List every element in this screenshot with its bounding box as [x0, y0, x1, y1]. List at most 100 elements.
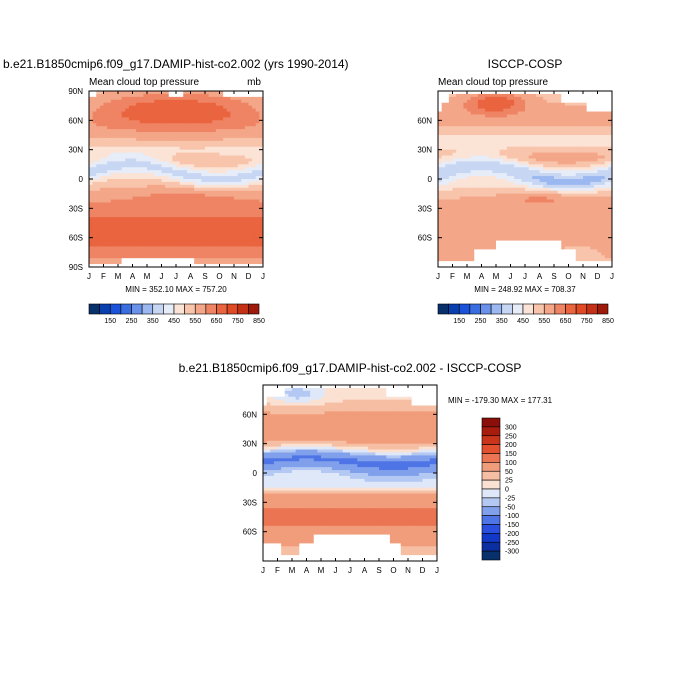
- heatmap-cell: [252, 237, 257, 241]
- heatmap-cell: [147, 108, 152, 112]
- heatmap-cell: [107, 102, 112, 107]
- heatmap-cell: [557, 164, 562, 168]
- heatmap-cell: [121, 123, 126, 127]
- heatmap-cell: [492, 184, 497, 189]
- heatmap-cell: [244, 249, 249, 253]
- heatmap-cell: [255, 199, 260, 203]
- heatmap-cell: [99, 252, 104, 256]
- heatmap-cell: [510, 193, 515, 197]
- heatmap-cell: [154, 161, 159, 165]
- heatmap-cell: [252, 234, 257, 239]
- heatmap-cell: [241, 261, 246, 265]
- heatmap-cell: [147, 190, 152, 195]
- heatmap-cell: [597, 211, 602, 215]
- heatmap-cell: [161, 152, 166, 156]
- heatmap-cell: [110, 120, 115, 124]
- heatmap-cell: [467, 149, 472, 153]
- heatmap-cell: [107, 155, 112, 159]
- heatmap-cell: [561, 205, 566, 209]
- heatmap-cell: [604, 96, 609, 101]
- heatmap-cell: [230, 176, 235, 180]
- heatmap-cell: [223, 126, 228, 130]
- heatmap-cell: [223, 237, 228, 241]
- heatmap-cell: [597, 105, 602, 109]
- heatmap-cell: [147, 261, 152, 265]
- heatmap-cell: [161, 91, 166, 95]
- heatmap-cell: [539, 158, 544, 162]
- heatmap-cell: [219, 208, 224, 212]
- heatmap-cell: [514, 196, 519, 200]
- heatmap-cell: [456, 199, 461, 203]
- heatmap-cell: [488, 129, 493, 133]
- heatmap-cell: [244, 208, 249, 212]
- heatmap-cell: [503, 208, 508, 212]
- heatmap-cell: [485, 117, 490, 121]
- heatmap-cell: [165, 170, 170, 174]
- heatmap-cell: [125, 126, 130, 130]
- heatmap-cell: [485, 211, 490, 215]
- heatmap-cell: [467, 187, 472, 192]
- heatmap-cell: [579, 190, 584, 195]
- heatmap-cell: [459, 202, 464, 206]
- heatmap-cell: [525, 196, 530, 200]
- heatmap-cell: [503, 96, 508, 101]
- heatmap-cell: [136, 123, 141, 127]
- heatmap-cell: [496, 146, 501, 151]
- heatmap-cell: [139, 170, 144, 174]
- heatmap-cell: [459, 123, 464, 127]
- heatmap-cell: [190, 249, 195, 253]
- heatmap-cell: [121, 264, 126, 268]
- heatmap-cell: [467, 173, 472, 177]
- heatmap-cell: [172, 123, 177, 127]
- heatmap-cell: [608, 105, 613, 109]
- heatmap-cell: [459, 96, 464, 101]
- heatmap-cell: [467, 135, 472, 139]
- heatmap-cell: [212, 223, 217, 227]
- heatmap-cell: [197, 140, 202, 145]
- heatmap-cell: [186, 205, 191, 209]
- heatmap-cell: [190, 223, 195, 227]
- heatmap-cell: [248, 231, 253, 236]
- heatmap-cell: [161, 105, 166, 109]
- heatmap-cell: [103, 184, 108, 189]
- heatmap-cell: [506, 176, 511, 180]
- heatmap-cell: [572, 114, 577, 118]
- heatmap-cell: [259, 161, 264, 165]
- heatmap-cell: [503, 184, 508, 189]
- heatmap-cell: [176, 246, 181, 250]
- heatmap-cell: [194, 126, 199, 130]
- heatmap-cell: [212, 146, 217, 151]
- heatmap-cell: [179, 190, 184, 195]
- heatmap-cell: [208, 132, 213, 136]
- heatmap-cell: [226, 170, 231, 174]
- heatmap-cell: [205, 137, 210, 142]
- heatmap-cell: [557, 111, 562, 115]
- heatmap-cell: [477, 126, 482, 130]
- heatmap-cell: [481, 199, 486, 203]
- heatmap-cell: [183, 261, 188, 265]
- heatmap-cell: [467, 199, 472, 203]
- heatmap-cell: [223, 190, 228, 195]
- heatmap-cell: [208, 243, 213, 247]
- heatmap-cell: [118, 164, 123, 168]
- heatmap-cell: [150, 264, 155, 268]
- heatmap-cell: [186, 152, 191, 156]
- heatmap-cell: [528, 137, 533, 142]
- heatmap-cell: [241, 146, 246, 151]
- heatmap-cell: [241, 152, 246, 156]
- heatmap-cell: [114, 220, 119, 224]
- heatmap-cell: [568, 161, 573, 165]
- heatmap-cell: [205, 91, 210, 95]
- heatmap-cell: [237, 167, 242, 171]
- heatmap-cell: [535, 120, 540, 124]
- heatmap-cell: [601, 179, 606, 183]
- heatmap-cell: [532, 132, 537, 136]
- heatmap-cell: [485, 132, 490, 136]
- heatmap-cell: [488, 152, 493, 156]
- heatmap-cell: [597, 120, 602, 124]
- heatmap-cell: [121, 190, 126, 195]
- heatmap-cell: [535, 196, 540, 200]
- heatmap-cell: [255, 234, 260, 239]
- heatmap-cell: [234, 173, 239, 177]
- heatmap-cell: [539, 170, 544, 174]
